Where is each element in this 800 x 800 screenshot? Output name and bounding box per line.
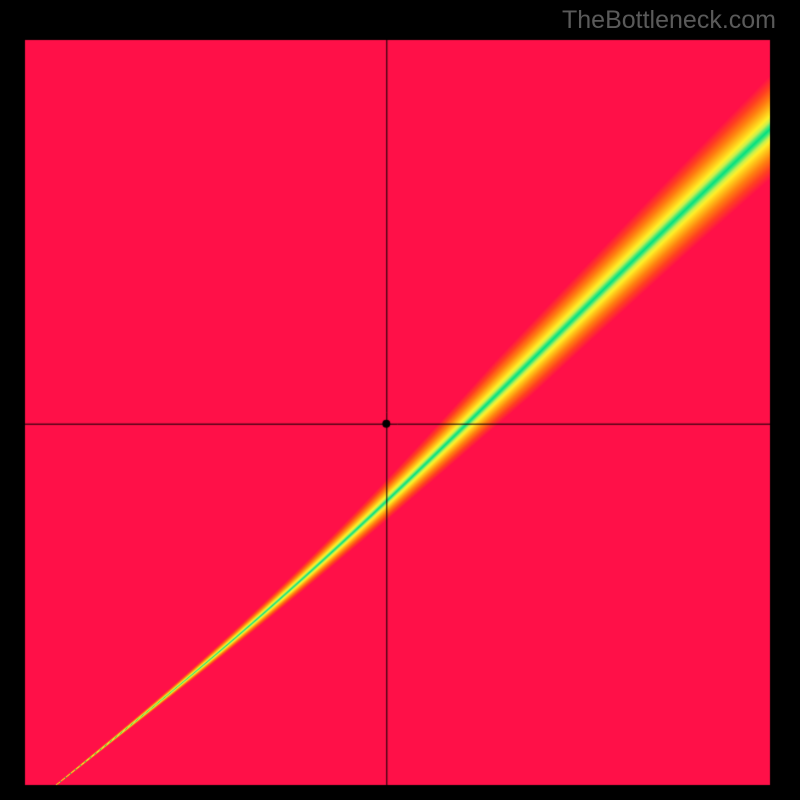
root: TheBottleneck.com: [0, 0, 800, 800]
watermark-text: TheBottleneck.com: [562, 6, 776, 35]
bottleneck-heatmap: [0, 0, 800, 800]
